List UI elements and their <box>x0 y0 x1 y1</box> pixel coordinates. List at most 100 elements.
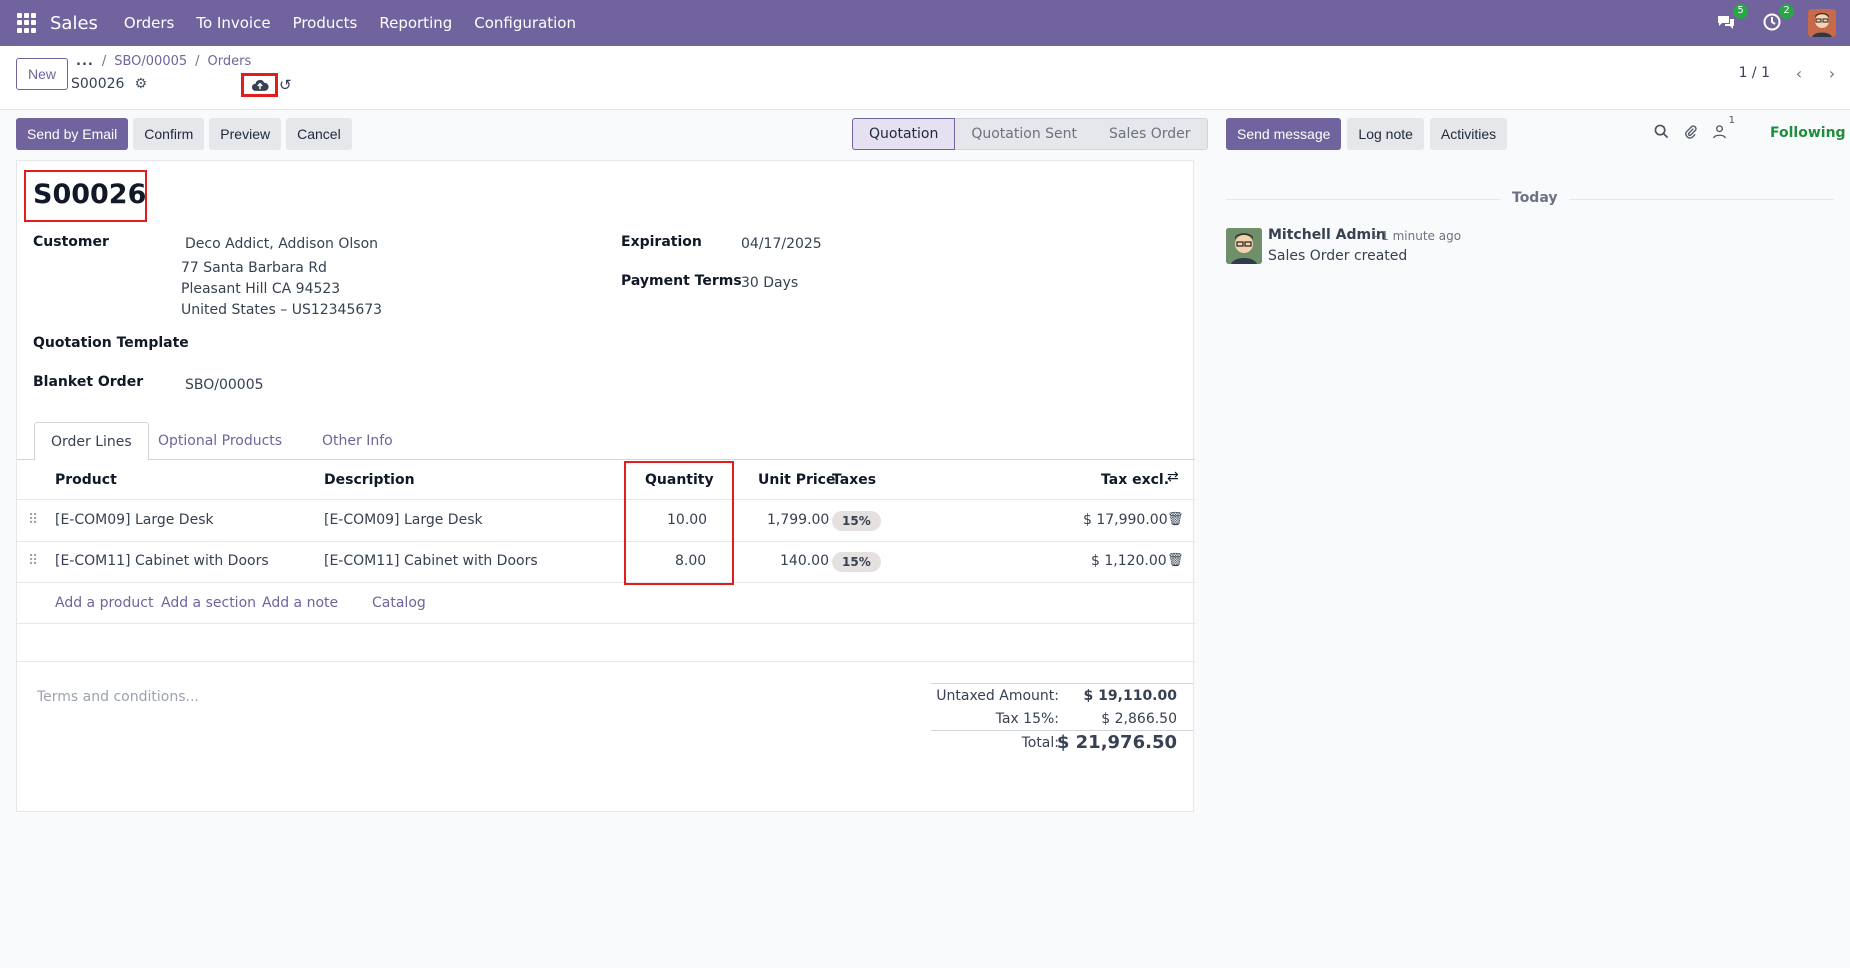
delete-line-icon[interactable]: 🗑 <box>1167 512 1184 527</box>
confirm-button[interactable]: Confirm <box>133 118 205 150</box>
record-name-label: S00026 <box>71 76 125 92</box>
tax-label: Tax 15%: <box>995 711 1059 727</box>
search-icon[interactable] <box>1654 124 1669 143</box>
pager: 1 / 1 ‹ › <box>1739 58 1850 88</box>
activities-button[interactable]: Activities <box>1429 118 1508 150</box>
line-unit-price[interactable]: 1,799.00 <box>767 512 830 528</box>
line-subtotal: $ 17,990.00 <box>1083 512 1168 528</box>
status-quotation[interactable]: Quotation <box>852 118 956 150</box>
add-note-link[interactable]: Add a note <box>262 595 339 611</box>
new-button[interactable]: New <box>16 58 69 90</box>
line-description[interactable]: [E-COM09] Large Desk <box>324 512 483 528</box>
preview-button[interactable]: Preview <box>209 118 282 150</box>
pager-value[interactable]: 1 / 1 <box>1738 65 1770 81</box>
cancel-button[interactable]: Cancel <box>286 118 352 150</box>
status-quotation-sent[interactable]: Quotation Sent <box>955 118 1093 150</box>
drag-handle-icon[interactable]: ⠿ <box>28 512 38 528</box>
column-unit-price[interactable]: Unit Price <box>758 472 836 488</box>
optional-columns-icon[interactable]: ⇄ <box>1167 469 1179 485</box>
add-product-link[interactable]: Add a product <box>55 595 154 611</box>
tab-other-info[interactable]: Other Info <box>322 433 393 449</box>
control-panel: New ... / SBO/00005 / Orders S00026 ⚙ ↺ … <box>0 46 1850 110</box>
discard-undo-icon[interactable]: ↺ <box>279 76 292 94</box>
untaxed-value: $ 19,110.00 <box>1083 688 1177 704</box>
line-tax-badge[interactable]: 15% <box>832 552 881 572</box>
today-label: Today <box>1500 190 1570 206</box>
follower-count: 1 <box>1728 115 1735 126</box>
menu-configuration[interactable]: Configuration <box>474 14 576 32</box>
line-quantity[interactable]: 10.00 <box>667 512 708 528</box>
menu-reporting[interactable]: Reporting <box>379 14 453 32</box>
gear-icon[interactable]: ⚙ <box>134 76 147 92</box>
terms-conditions-input[interactable]: Terms and conditions... <box>37 689 199 705</box>
menu-to-invoice[interactable]: To Invoice <box>196 14 271 32</box>
messaging-icon[interactable]: 5 <box>1716 4 1748 34</box>
message-body: Sales Order created <box>1268 248 1408 264</box>
column-quantity[interactable]: Quantity <box>645 472 714 488</box>
send-message-button[interactable]: Send message <box>1226 118 1342 150</box>
message-author-avatar[interactable] <box>1226 228 1262 264</box>
column-description[interactable]: Description <box>324 472 415 488</box>
send-by-email-button[interactable]: Send by Email <box>16 118 129 150</box>
untaxed-label: Untaxed Amount: <box>936 688 1059 704</box>
delete-line-icon[interactable]: 🗑 <box>1167 553 1184 568</box>
status-bar: Quotation Quotation Sent Sales Order <box>852 118 1208 150</box>
table-row[interactable]: ⠿ [E-COM09] Large Desk [E-COM09] Large D… <box>17 501 1195 542</box>
order-lines-header: Product Description Quantity Unit Price … <box>17 460 1195 500</box>
following-button[interactable]: Following <box>1770 125 1846 141</box>
order-title: S00026 <box>33 179 147 210</box>
add-section-link[interactable]: Add a section <box>161 595 257 611</box>
tab-order-lines[interactable]: Order Lines <box>34 422 149 461</box>
record-name: S00026 ⚙ <box>71 76 147 92</box>
message-author[interactable]: Mitchell Admin <box>1268 227 1386 243</box>
line-tax-badge[interactable]: 15% <box>832 511 881 531</box>
message-time: - 1 minute ago <box>1373 229 1462 243</box>
quotation-template-label: Quotation Template <box>33 335 189 351</box>
app-name[interactable]: Sales <box>50 12 98 34</box>
menu-products[interactable]: Products <box>292 14 358 32</box>
empty-row <box>17 624 1195 662</box>
drag-handle-icon[interactable]: ⠿ <box>28 553 38 569</box>
breadcrumb-orders[interactable]: Orders <box>207 54 252 69</box>
pager-previous-icon[interactable]: ‹ <box>1795 63 1803 83</box>
line-product[interactable]: [E-COM11] Cabinet with Doors <box>55 553 269 569</box>
customer-field[interactable]: Deco Addict, Addison Olson <box>185 236 379 252</box>
chatter-tools: 1 <box>1654 115 1741 143</box>
tax-row: Tax 15%: $ 2,866.50 <box>931 707 1193 730</box>
breadcrumb-blanket-order[interactable]: SBO/00005 <box>114 54 188 69</box>
followers-icon[interactable]: 1 <box>1712 115 1735 143</box>
activities-badge: 2 <box>1779 4 1794 19</box>
attachment-paperclip-icon[interactable] <box>1683 124 1698 143</box>
apps-menu-icon[interactable] <box>17 13 37 33</box>
line-quantity[interactable]: 8.00 <box>675 553 707 569</box>
table-row[interactable]: ⠿ [E-COM11] Cabinet with Doors [E-COM11]… <box>17 542 1195 583</box>
untaxed-row: Untaxed Amount: $ 19,110.00 <box>931 684 1193 707</box>
line-product[interactable]: [E-COM09] Large Desk <box>55 512 214 528</box>
column-taxes[interactable]: Taxes <box>832 472 877 488</box>
log-note-button[interactable]: Log note <box>1347 118 1424 150</box>
payment-terms-label: Payment Terms <box>621 273 742 289</box>
user-avatar[interactable] <box>1808 9 1836 37</box>
title-highlight <box>24 170 147 222</box>
status-sales-order[interactable]: Sales Order <box>1093 118 1208 150</box>
pager-next-icon[interactable]: › <box>1828 63 1836 83</box>
form-sheet: S00026 Customer Deco Addict, Addison Ols… <box>16 160 1195 812</box>
line-unit-price[interactable]: 140.00 <box>780 553 829 569</box>
activity-clock-icon[interactable]: 2 <box>1762 4 1794 34</box>
column-product[interactable]: Product <box>55 472 117 488</box>
line-description[interactable]: [E-COM11] Cabinet with Doors <box>324 553 538 569</box>
systray: 5 2 <box>1716 0 1850 46</box>
tab-optional-products[interactable]: Optional Products <box>158 433 283 449</box>
customer-label: Customer <box>33 234 109 250</box>
catalog-link[interactable]: Catalog <box>372 595 426 611</box>
save-cloud-icon[interactable] <box>241 73 278 97</box>
breadcrumb-more[interactable]: ... <box>76 54 94 69</box>
total-label: Total: <box>1021 735 1059 751</box>
chatter-actions: Send message Log note Activities <box>1226 118 1508 150</box>
column-tax-excl[interactable]: Tax excl. <box>1101 472 1170 488</box>
menu-orders[interactable]: Orders <box>123 14 175 32</box>
line-subtotal: $ 1,120.00 <box>1091 553 1167 569</box>
expiration-field[interactable]: 04/17/2025 <box>741 236 822 252</box>
payment-terms-field[interactable]: 30 Days <box>741 275 799 291</box>
blanket-order-field[interactable]: SBO/00005 <box>185 377 264 393</box>
